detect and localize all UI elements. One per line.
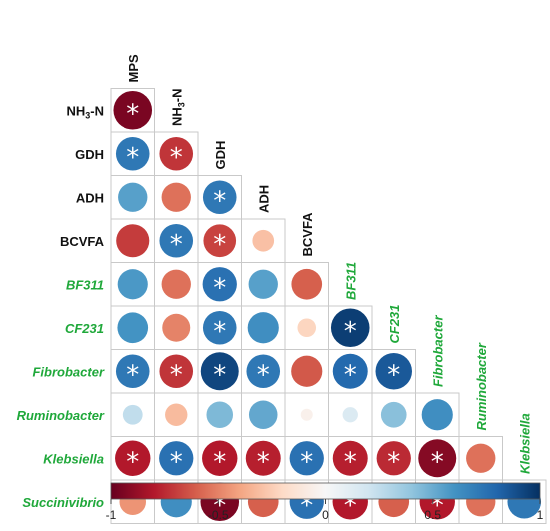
correlation-circle — [161, 182, 191, 212]
colorbar-tick-label: -0.5 — [208, 508, 229, 522]
significance-star: * — [126, 99, 139, 129]
correlation-circle — [159, 354, 194, 389]
correlation-circle — [380, 401, 407, 428]
correlation-circle — [342, 407, 358, 423]
row-label: Succinivibrio — [22, 495, 104, 510]
correlation-circle — [247, 312, 279, 344]
row-label: Ruminobacter — [17, 408, 105, 423]
correlation-circle — [118, 182, 148, 212]
correlation-circle — [117, 269, 148, 300]
significance-star: * — [344, 447, 357, 477]
significance-star: * — [213, 273, 226, 303]
significance-star: * — [344, 317, 357, 347]
row-label: NH3-N — [66, 103, 104, 120]
significance-star: * — [213, 230, 226, 260]
correlation-circle — [159, 441, 194, 476]
row-label: GDH — [75, 147, 104, 162]
significance-star: * — [387, 360, 400, 390]
column-label: NH3-N — [169, 88, 186, 126]
correlation-circle — [162, 313, 191, 342]
column-label: BF311 — [343, 262, 358, 300]
correlation-circle — [300, 408, 313, 421]
significance-star: * — [126, 360, 139, 390]
row-label: CF231 — [65, 321, 104, 336]
significance-star: * — [344, 360, 357, 390]
significance-star: * — [126, 143, 139, 173]
correlation-circle — [203, 224, 237, 258]
correlation-circle — [202, 440, 238, 476]
colorbar-tick-label: 0 — [322, 508, 329, 522]
significance-star: * — [213, 360, 226, 390]
column-label: Ruminobacter — [474, 342, 489, 430]
correlation-circle — [122, 404, 143, 425]
column-labels: MPS NH3-N GDH ADH BCVFA BF311 CF231 Fibrobacter… — [126, 54, 533, 474]
correlation-circle — [297, 318, 317, 338]
correlation-circle — [252, 229, 275, 252]
significance-star: * — [213, 447, 226, 477]
significance-star: * — [170, 447, 183, 477]
correlation-circle — [159, 223, 194, 258]
colorbar-ticks: -1 -0.5 0 0.5 1 — [106, 499, 544, 522]
colorbar-tick-label: -1 — [106, 508, 117, 522]
row-label: BF311 — [66, 277, 104, 292]
colorbar: -1 -0.5 0 0.5 1 — [106, 482, 544, 522]
correlation-circle — [115, 440, 151, 476]
row-label: BCVFA — [60, 234, 105, 249]
significance-star: * — [170, 143, 183, 173]
row-label: Fibrobacter — [32, 364, 104, 379]
correlation-circle — [206, 401, 234, 429]
correlation-circle — [113, 90, 153, 130]
correlation-circle — [165, 403, 188, 426]
correlation-circle — [202, 267, 237, 302]
significance-star: * — [431, 447, 444, 477]
row-labels: NH3-N GDH ADH BCVFA BF311 CF231 Fibrobacter Rum… — [17, 103, 105, 510]
significance-star: * — [387, 447, 400, 477]
correlation-circle — [375, 353, 412, 390]
significance-star: * — [126, 447, 139, 477]
column-label: ADH — [256, 185, 271, 213]
correlation-circle — [246, 354, 281, 389]
correlation-circle — [116, 224, 150, 258]
row-label: ADH — [76, 190, 104, 205]
colorbar-tick-label: 1 — [537, 508, 544, 522]
significance-star: * — [257, 360, 270, 390]
correlation-circle — [421, 399, 453, 431]
correlation-circle — [248, 269, 278, 299]
correlation-circle — [202, 310, 237, 345]
colorbar-gradient — [110, 482, 541, 500]
column-label: GDH — [213, 141, 228, 170]
correlation-circle — [418, 439, 457, 478]
correlation-circle — [466, 443, 496, 473]
correlation-circle — [248, 400, 278, 430]
correlation-circle — [291, 268, 323, 300]
correlation-circle — [159, 136, 194, 171]
column-label: BCVFA — [300, 212, 315, 257]
significance-star: * — [257, 447, 270, 477]
significance-star: * — [300, 447, 313, 477]
correlation-circle — [115, 354, 150, 389]
column-label: Fibrobacter — [430, 315, 445, 387]
correlation-circle — [332, 353, 368, 389]
correlation-circle — [330, 308, 370, 348]
significance-star: * — [170, 360, 183, 390]
correlation-circle — [200, 352, 239, 391]
column-label: Klebsiella — [517, 413, 532, 474]
correlation-circle — [115, 136, 150, 171]
correlation-circle — [117, 312, 149, 344]
correlation-circle — [245, 440, 281, 476]
correlation-circle — [289, 441, 324, 476]
significance-star: * — [213, 186, 226, 216]
correlation-circle — [332, 440, 368, 476]
column-label: CF231 — [387, 304, 402, 343]
colorbar-tick-label: 0.5 — [424, 508, 441, 522]
significance-star: * — [170, 230, 183, 260]
correlation-circle — [202, 180, 237, 215]
correlation-circle — [291, 355, 323, 387]
row-label: Klebsiella — [43, 451, 104, 466]
column-label: MPS — [126, 54, 141, 83]
significance-star: * — [213, 317, 226, 347]
correlation-circle — [161, 269, 191, 299]
correlation-circle — [376, 441, 411, 476]
